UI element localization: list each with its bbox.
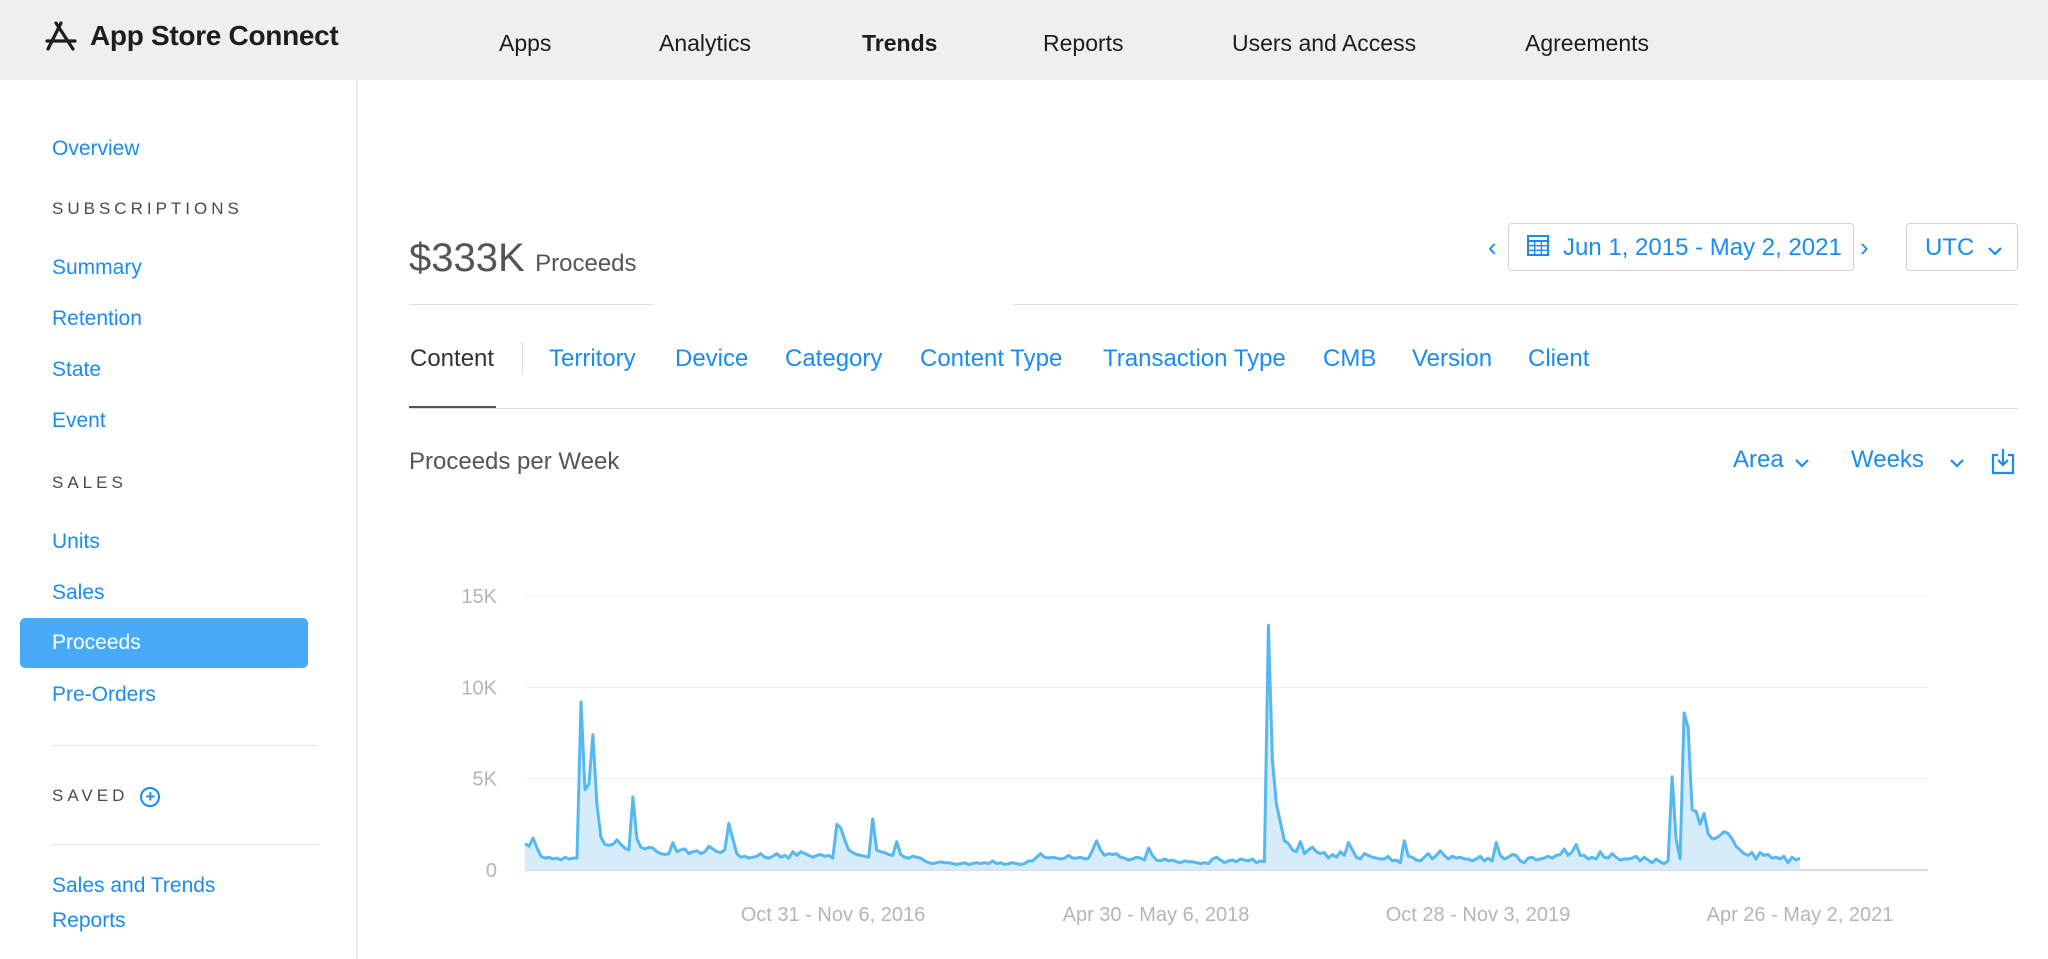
sidebar-item-overview[interactable]: Overview (52, 137, 140, 160)
date-range-label: Jun 1, 2015 - May 2, 2021 (1563, 234, 1842, 261)
active-tab-indicator (409, 406, 496, 408)
sidebar-divider (52, 844, 318, 845)
proceeds-label: Proceeds (535, 250, 637, 277)
summary-divider (409, 304, 653, 305)
sidebar-item-sales[interactable]: Sales (52, 581, 105, 604)
tab-category[interactable]: Category (785, 345, 883, 372)
sidebar-heading-sales: SALES (52, 473, 127, 492)
brand[interactable]: App Store Connect (44, 20, 339, 52)
sidebar-item-saved-reports[interactable]: Reports (52, 909, 126, 932)
tab-transaction-type[interactable]: Transaction Type (1103, 345, 1286, 372)
app-title: App Store Connect (90, 20, 339, 51)
saved-label: SAVED (52, 786, 129, 805)
x-tick-label: Apr 30 - May 6, 2018 (1063, 904, 1250, 926)
date-next-button[interactable]: › (1860, 232, 1869, 262)
tab-cmb[interactable]: CMB (1323, 345, 1377, 372)
tab-content-type[interactable]: Content Type (920, 345, 1063, 372)
chart-type-label: Area (1733, 446, 1784, 473)
tabs-divider (409, 408, 2018, 409)
tab-device[interactable]: Device (675, 345, 749, 372)
chevron-down-icon (1949, 447, 1965, 475)
chevron-down-icon (1794, 447, 1810, 475)
tab-client[interactable]: Client (1528, 345, 1590, 372)
x-tick-label: Apr 26 - May 2, 2021 (1707, 904, 1894, 926)
timezone-select[interactable]: UTC (1906, 223, 2018, 271)
chevron-down-icon (1987, 235, 2003, 263)
add-saved-icon[interactable]: + (140, 786, 161, 807)
sidebar-item-units[interactable]: Units (52, 530, 100, 553)
sidebar-item-event[interactable]: Event (52, 409, 106, 432)
sidebar-item-retention[interactable]: Retention (52, 307, 142, 330)
chart-type-select[interactable]: Area (1733, 446, 1810, 475)
proceeds-line (524, 623, 1801, 866)
date-range-picker[interactable]: Jun 1, 2015 - May 2, 2021 (1508, 223, 1854, 271)
tab-territory[interactable]: Territory (549, 345, 636, 372)
header-divider (1013, 304, 2018, 305)
proceeds-summary: $333K Proceeds (409, 236, 637, 281)
download-icon[interactable] (1990, 447, 2016, 480)
tab-content[interactable]: Content (410, 345, 495, 372)
calendar-icon (1527, 234, 1549, 263)
y-tick-label: 5K (473, 769, 498, 791)
tab-separator (522, 342, 523, 374)
nav-apps[interactable]: Apps (499, 30, 552, 56)
sidebar-item-summary[interactable]: Summary (52, 256, 142, 279)
sidebar-divider (52, 745, 318, 746)
nav-trends[interactable]: Trends (862, 30, 938, 56)
interval-label: Weeks (1851, 446, 1924, 473)
sidebar-item-sales-and-trends[interactable]: Sales and Trends (52, 874, 216, 897)
x-tick-label: Oct 28 - Nov 3, 2019 (1386, 904, 1571, 926)
chart-title: Proceeds per Week (409, 448, 620, 475)
app-store-icon (44, 20, 78, 52)
date-prev-button[interactable]: ‹ (1488, 232, 1497, 262)
sidebar: Overview SUBSCRIPTIONS Summary Retention… (0, 80, 358, 959)
sidebar-item-proceeds[interactable]: Proceeds (20, 618, 308, 668)
sidebar-item-state[interactable]: State (52, 358, 102, 381)
proceeds-area (525, 625, 1800, 870)
y-tick-label: 15K (461, 586, 497, 608)
tab-version[interactable]: Version (1412, 345, 1493, 372)
x-tick-label: Oct 31 - Nov 6, 2016 (741, 904, 926, 926)
sidebar-heading-saved: SAVED + (52, 786, 161, 807)
nav-reports[interactable]: Reports (1043, 30, 1124, 56)
timezone-label: UTC (1925, 234, 1975, 261)
sidebar-heading-subscriptions: SUBSCRIPTIONS (52, 199, 243, 218)
y-tick-label: 10K (461, 677, 497, 699)
y-tick-label: 0 (486, 860, 497, 882)
proceeds-value: $333K (409, 236, 525, 280)
interval-select[interactable]: Weeks (1851, 446, 1965, 475)
sidebar-item-pre-orders[interactable]: Pre-Orders (52, 683, 156, 706)
nav-users-and-access[interactable]: Users and Access (1232, 30, 1417, 56)
top-bar: App Store Connect Apps Analytics Trends … (0, 0, 2048, 80)
nav-analytics[interactable]: Analytics (659, 30, 752, 56)
nav-agreements[interactable]: Agreements (1525, 30, 1650, 56)
sidebar-item-proceeds-label: Proceeds (52, 631, 141, 654)
